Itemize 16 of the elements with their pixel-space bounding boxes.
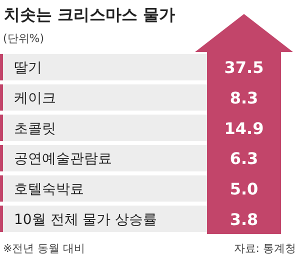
category-label: 딸기	[14, 60, 42, 76]
category-label: 호텔숙박료	[14, 182, 84, 198]
category-label: 케이크	[14, 90, 56, 106]
category-label: 공연예술관람료	[14, 151, 112, 168]
category-label: 초콜릿	[14, 120, 56, 137]
category-label: 10월 전체 물가 상승률	[14, 212, 158, 228]
text: (단위%)	[3, 32, 44, 45]
data-label: 8.3	[230, 88, 258, 108]
text: 치솟는 크리스마스 물가	[4, 5, 176, 24]
data-label: 6.3	[230, 149, 258, 168]
data-label: 3.8	[230, 210, 258, 229]
data-label: 14.9	[224, 118, 264, 138]
text: 자료: 통계청	[234, 242, 296, 255]
data-label: 5.0	[230, 180, 258, 198]
data-label: 37.5	[224, 58, 264, 78]
text: ※전년 동월 대비	[3, 242, 86, 255]
